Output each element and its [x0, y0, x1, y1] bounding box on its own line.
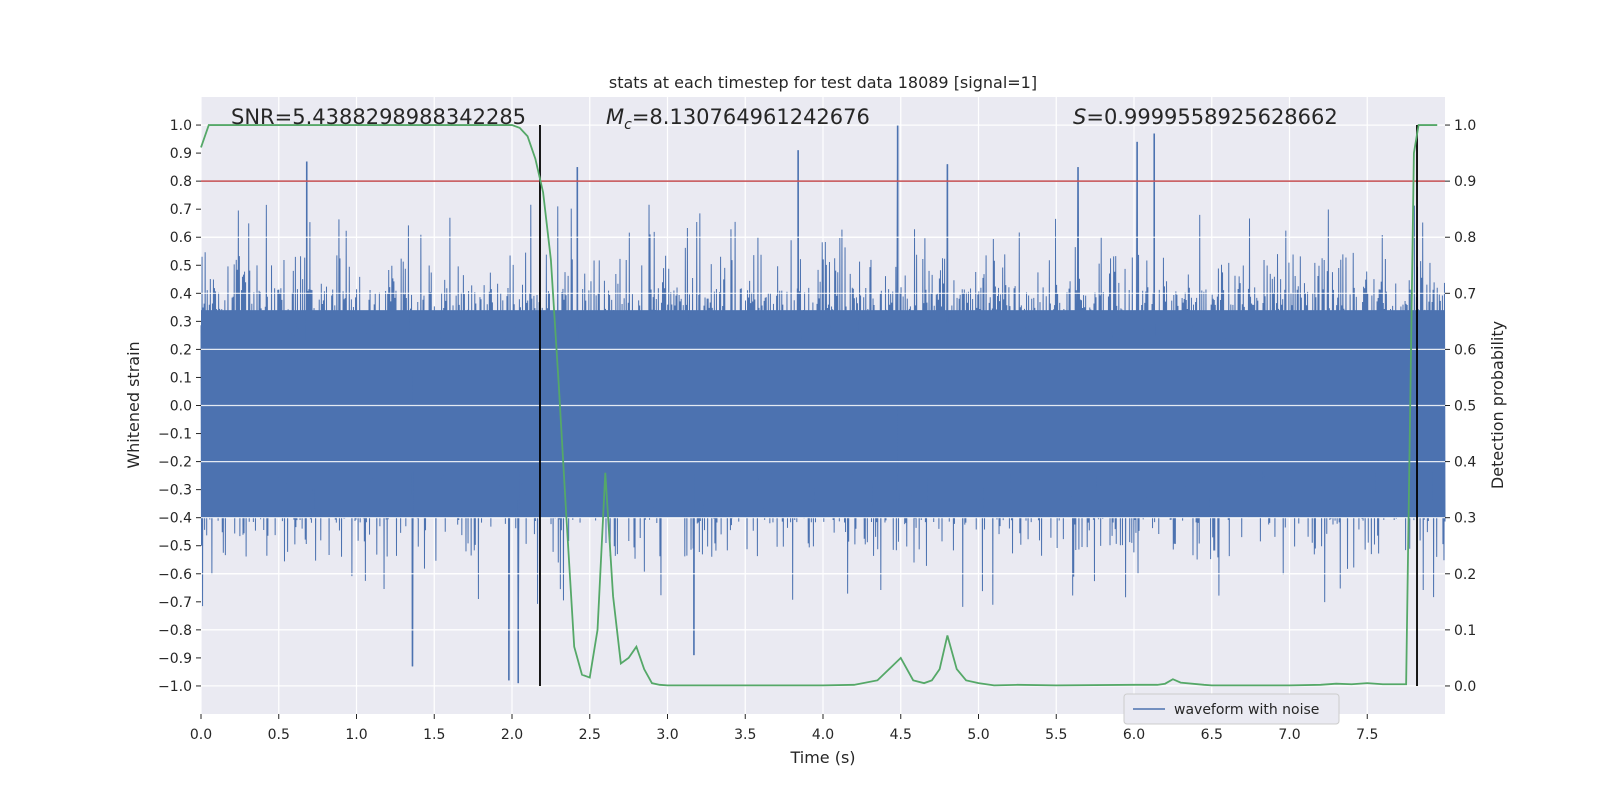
x-tick-label: 4.0 [812, 727, 834, 743]
left-axis-ticks: 1.0 0.9 0.8 0.7 0.6 0.5 0.4 0.3 0.2 0.1 0.0 −0.1 −0.… [158, 118, 201, 695]
left-tick-label: −0.5 [158, 539, 192, 555]
mc-symbol: M [606, 105, 624, 129]
x-tick-label: 1.5 [423, 727, 445, 743]
right-tick-label: 0.8 [1454, 230, 1476, 246]
x-tick-label: 6.5 [1201, 727, 1223, 743]
legend-box [1123, 693, 1340, 725]
left-tick-label: 0.0 [170, 399, 192, 415]
left-tick-label: −0.4 [158, 511, 192, 527]
left-tick-label: −0.2 [158, 455, 192, 471]
x-tick-label: 1.0 [345, 727, 367, 743]
waveform-line [200, 125, 1446, 684]
left-tick-label: 0.2 [170, 342, 192, 358]
probability-line [200, 124, 1438, 687]
left-tick-label: −0.8 [158, 623, 192, 639]
right-tick-label: 0.4 [1454, 455, 1476, 471]
right-tick-label: 0.1 [1454, 623, 1476, 639]
mc-annotation: Mc=8.130764961242676 [606, 105, 870, 133]
right-axis-ticks: 1.0 0.9 0.8 0.7 0.6 0.5 0.4 0.3 0.2 0.1 0.0 [1445, 118, 1476, 695]
right-tick-label: 0.0 [1454, 679, 1476, 695]
left-tick-label: 0.9 [170, 146, 192, 162]
x-tick-label: 5.5 [1045, 727, 1067, 743]
left-axis-label: Whitened strain [124, 341, 143, 468]
right-tick-label: 0.2 [1454, 567, 1476, 583]
left-tick-label: −0.9 [158, 651, 192, 667]
left-tick-label: −0.7 [158, 595, 192, 611]
left-tick-label: −1.0 [158, 679, 192, 695]
x-tick-label: 6.0 [1123, 727, 1145, 743]
left-tick-label: 0.6 [170, 230, 192, 246]
right-tick-label: 1.0 [1454, 118, 1476, 134]
right-tick-label: 0.5 [1454, 399, 1476, 415]
x-tick-label: 4.5 [890, 727, 912, 743]
x-tick-label: 2.5 [579, 727, 601, 743]
right-tick-label: 0.3 [1454, 511, 1476, 527]
x-tick-label: 0.0 [190, 727, 212, 743]
x-tick-label: 5.0 [967, 727, 989, 743]
mc-subscript: c [624, 117, 632, 133]
right-tick-label: 0.9 [1454, 174, 1476, 190]
left-tick-label: 0.5 [170, 258, 192, 274]
left-tick-label: 0.3 [170, 314, 192, 330]
mc-value: =8.130764961242676 [632, 105, 870, 129]
x-tick-label: 7.0 [1278, 727, 1300, 743]
x-tick-label: 3.5 [734, 727, 756, 743]
s-symbol: S [1073, 105, 1086, 129]
x-tick-label: 2.0 [501, 727, 523, 743]
left-tick-label: −0.1 [158, 427, 192, 443]
x-tick-label: 3.0 [656, 727, 678, 743]
right-tick-label: 0.6 [1454, 342, 1476, 358]
s-annotation: S=0.9999558925628662 [1073, 105, 1338, 129]
left-tick-label: −0.3 [158, 483, 192, 499]
left-tick-label: −0.6 [158, 567, 192, 583]
left-tick-label: 0.7 [170, 202, 192, 218]
right-axis-label: Detection probability [1488, 321, 1507, 489]
left-tick-label: 0.1 [170, 370, 192, 386]
left-tick-label: 0.8 [170, 174, 192, 190]
x-axis-label: Time (s) [789, 748, 855, 767]
snr-annotation: SNR=5.4388298988342285 [231, 105, 526, 129]
left-tick-label: 0.4 [170, 286, 192, 302]
x-axis-ticks: 0.0 0.5 1.0 1.5 2.0 2.5 3.0 3.5 4.0 4.5 5.0 5.5 6.0 6… [190, 714, 1378, 743]
s-value: =0.9999558925628662 [1086, 105, 1337, 129]
chart-title: stats at each timestep for test data 180… [609, 73, 1037, 92]
legend-label: waveform with noise [1174, 702, 1319, 718]
waveform-series [200, 125, 1446, 684]
legend: waveform with noise [1123, 693, 1340, 725]
left-tick-label: 1.0 [170, 118, 192, 134]
x-tick-label: 0.5 [268, 727, 290, 743]
x-tick-label: 7.5 [1356, 727, 1378, 743]
right-tick-label: 0.7 [1454, 286, 1476, 302]
overlays [200, 124, 1445, 687]
